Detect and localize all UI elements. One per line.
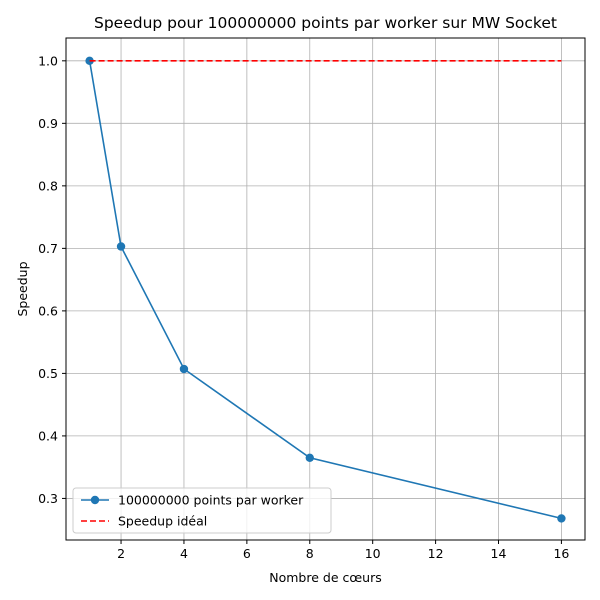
x-tick-label: 2	[117, 546, 125, 561]
series-layer	[85, 56, 566, 523]
x-tick-label: 8	[306, 546, 314, 561]
legend-label-0: 100000000 points par worker	[118, 493, 304, 508]
x-tick-label: 6	[243, 546, 251, 561]
chart-title: Speedup pour 100000000 points par worker…	[94, 14, 557, 32]
legend-marker-0	[90, 495, 100, 505]
x-tick-label: 4	[180, 546, 188, 561]
series-0-point	[85, 56, 94, 66]
series-0-point	[557, 514, 566, 523]
y-tick-label: 0.4	[38, 428, 58, 443]
series-0-point	[305, 453, 314, 462]
series-0-point	[179, 364, 189, 374]
y-tick-label: 0.9	[38, 116, 58, 131]
axes-frame	[65, 37, 586, 541]
x-tick-label: 12	[428, 546, 444, 561]
x-tick-label: 14	[491, 546, 507, 561]
y-tick-label: 0.3	[38, 491, 58, 506]
x-tick-label: 16	[553, 546, 569, 561]
legend: 100000000 points par worker Speedup idéal	[72, 487, 332, 534]
ticks: 2 4 6 8 10 12 14 16 0.3 0.4 0.5 0.6 0.7 0.8 0.9 1.0	[38, 53, 569, 561]
series-0-point	[116, 242, 126, 251]
y-axis-label: Speedup	[15, 261, 30, 316]
y-tick-label: 0.6	[38, 303, 58, 318]
y-tick-label: 0.5	[38, 366, 58, 381]
y-tick-label: 0.8	[38, 178, 58, 193]
x-axis-label: Nombre de cœurs	[269, 570, 381, 585]
y-tick-label: 0.7	[38, 241, 58, 256]
legend-box	[72, 487, 332, 534]
y-tick-label: 1.0	[38, 53, 58, 68]
x-tick-label: 10	[365, 546, 381, 561]
legend-label-1: Speedup idéal	[118, 514, 207, 529]
